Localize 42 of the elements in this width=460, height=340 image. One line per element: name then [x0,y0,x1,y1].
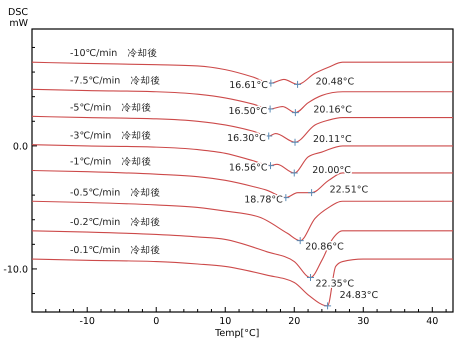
y-tick-label: 0.0 [12,141,28,152]
point [308,188,316,197]
y-tick-label: -10.0 [3,264,28,276]
annotation: 20.48°C [316,76,355,88]
x-axis-title: Temp[°C] [214,328,260,339]
annotation: 20.16°C [313,104,352,116]
series-label: -7.5℃/min 冷却後 [70,74,160,86]
point [291,138,300,146]
annotation: 20.00°C [312,164,352,176]
x-tick-label: 0 [153,316,160,327]
series-label: -3℃/min 冷却後 [70,130,152,142]
x-tick-label: 10 [219,316,232,327]
line-series [31,230,454,278]
line-series [31,144,454,174]
point [294,80,302,88]
annotation: 20.11°C [313,134,352,146]
line-series [31,88,454,114]
x-tick-label: 20 [288,316,300,327]
series-label: -0.5℃/min 冷却後 [70,186,160,198]
series-label: -1℃/min 冷却後 [70,156,152,168]
x-tick-label: 40 [426,316,438,327]
annotation: 16.56°C [228,162,268,174]
annotation: 16.61°C [229,80,268,92]
series-label: -0.1℃/min 冷却後 [70,244,160,256]
x-tick-label: -10 [79,316,95,327]
point [291,108,300,117]
annotation: 16.30°C [227,133,266,144]
line-series [31,258,454,306]
point [296,236,304,245]
series-label: -5℃/min 冷却後 [70,101,152,114]
point [290,168,298,177]
annotation: 16.50°C [228,106,268,117]
point [324,302,332,310]
x-tick-label: 30 [357,316,370,327]
annotation: 18.78°C [244,194,284,206]
series-label: -10℃/min 冷却後 [70,47,158,60]
series-label: -0.2℃/min 冷却後 [70,216,160,228]
point [306,274,314,282]
annotation: 24.83°C [340,290,379,301]
annotation: 22.51°C [330,184,369,196]
y-axis-title: DSC mW [8,7,29,29]
line-series [31,116,454,143]
